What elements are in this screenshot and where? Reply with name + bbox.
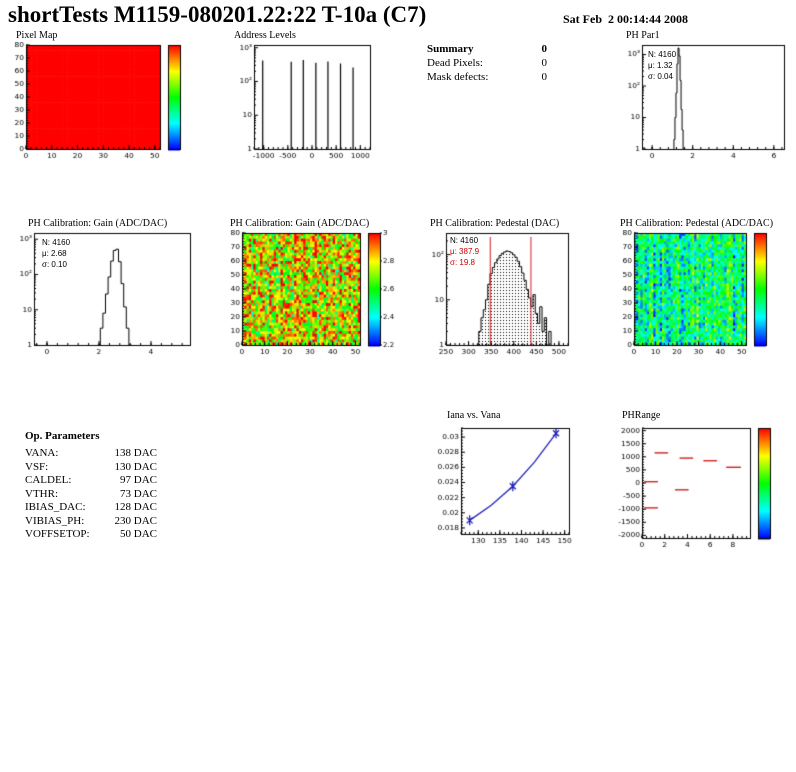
param-label: VOFFSETOP: [25, 528, 90, 540]
stat-mean: μ: 387.9 [450, 246, 480, 256]
phrange-title: PHRange [622, 410, 661, 421]
iana-vana-chart [425, 422, 575, 554]
phrange-panel: PHRange [608, 410, 796, 562]
op-parameters-block: Op. Parameters VANA: 138 DAC VSF: 130 DAC … [25, 430, 157, 542]
param-value: 230 DAC [114, 514, 157, 527]
dead-pixels-value: 0 [541, 57, 548, 69]
stat-entries: N: 4160 [648, 50, 677, 59]
param-value: 130 DAC [114, 460, 157, 473]
dead-pixels-label: Dead Pixels: [427, 57, 483, 69]
mask-defects-label: Mask defects: [427, 71, 489, 83]
stat-sigma: σ: 19.8 [450, 257, 475, 267]
page-title: shortTests M1159-080201.22:22 T-10a (C7) [8, 2, 427, 27]
stat-mean: μ: 1.32 [648, 60, 673, 70]
summary-value: 0 [541, 43, 548, 55]
gain-map-chart [218, 230, 406, 366]
param-label: VIBIAS_PH: [25, 514, 85, 527]
ph-par1-panel: PH Par1 N: 4160 μ: 1.32 σ: 0.04 [610, 30, 796, 174]
ph-par1-stats: N: 4160 μ: 1.32 σ: 0.04 [648, 50, 676, 82]
stat-entries: N: 4160 [450, 236, 479, 245]
op-parameters-heading: Op. Parameters [25, 430, 100, 442]
address-levels-chart [224, 42, 376, 170]
address-levels-panel: Address Levels [224, 30, 380, 174]
gain-map-panel: PH Calibration: Gain (ADC/DAC) [218, 218, 410, 370]
address-levels-title: Address Levels [234, 30, 296, 41]
param-label: VSF: [25, 460, 49, 473]
pixel-map-title: Pixel Map [16, 30, 58, 41]
param-value: 73 DAC [120, 487, 157, 500]
gain-map-title: PH Calibration: Gain (ADC/DAC) [230, 218, 370, 229]
pedestal-hist-title: PH Calibration: Pedestal (DAC) [430, 218, 560, 229]
pedestal-hist-panel: PH Calibration: Pedestal (DAC) N: 4160 μ… [418, 218, 578, 370]
pedestal-map-panel: PH Calibration: Pedestal (ADC/DAC) [610, 218, 796, 370]
pedestal-map-title: PH Calibration: Pedestal (ADC/DAC) [620, 218, 774, 229]
iana-vana-title: Iana vs. Vana [447, 410, 501, 421]
stat-entries: N: 4160 [42, 238, 71, 247]
gain-hist-panel: PH Calibration: Gain (ADC/DAC) N: 4160 μ… [2, 218, 206, 370]
gain-hist-stats: N: 4160 μ: 2.68 σ: 0.10 [42, 238, 70, 270]
summary-block: Summary 0 Dead Pixels: 0 Mask defects: 0 [427, 42, 547, 84]
pedestal-hist-stats: N: 4160 μ: 387.9 σ: 19.8 [450, 236, 479, 268]
ph-par1-title: PH Par1 [626, 30, 660, 41]
stat-mean: μ: 2.68 [42, 248, 67, 258]
param-label: VANA: [25, 447, 59, 459]
param-value: 128 DAC [114, 501, 157, 513]
gain-hist-title: PH Calibration: Gain (ADC/DAC) [28, 218, 168, 229]
ph-par1-chart [610, 42, 794, 170]
iana-vana-panel: Iana vs. Vana [425, 410, 577, 558]
stat-sigma: σ: 0.10 [42, 259, 67, 269]
param-value: 50 DAC [120, 528, 157, 540]
summary-heading: Summary [427, 43, 474, 55]
pixel-map-chart [2, 42, 204, 166]
param-label: VTHR: [25, 487, 58, 500]
pedestal-map-chart [610, 230, 792, 366]
param-value: 138 DAC [114, 447, 157, 459]
stat-sigma: σ: 0.04 [648, 71, 673, 81]
pixel-map-panel: Pixel Map [2, 30, 208, 174]
gain-hist-chart [2, 230, 202, 366]
pedestal-hist-chart [418, 230, 574, 366]
mask-defects-value: 0 [541, 71, 548, 83]
param-label: CALDEL: [25, 474, 72, 486]
param-label: IBIAS_DAC: [25, 501, 86, 513]
phrange-chart [608, 422, 796, 558]
timestamp: Sat Feb 2 00:14:44 2008 [563, 12, 688, 26]
param-value: 97 DAC [120, 474, 157, 486]
